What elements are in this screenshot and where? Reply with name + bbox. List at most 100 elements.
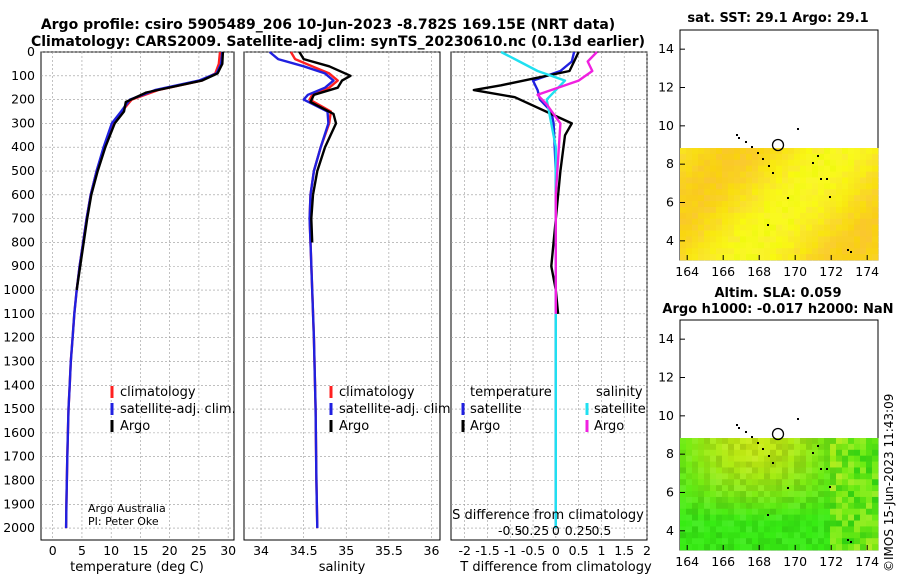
map-field-cell	[860, 177, 867, 184]
map-field-cell	[794, 526, 801, 533]
map-field-cell	[866, 171, 873, 178]
depth-tick-label: 1600	[3, 425, 35, 440]
map-field-cell	[716, 514, 723, 521]
map-field-cell	[818, 224, 825, 231]
map-field-cell	[740, 218, 747, 226]
map-field-cell	[686, 467, 693, 474]
map-field-cell	[824, 218, 831, 226]
map-field-cell	[758, 236, 765, 243]
map-field-cell	[680, 479, 687, 486]
map-field-cell	[842, 248, 849, 255]
map-field-cell	[842, 538, 849, 545]
map-field-cell	[860, 485, 867, 492]
map-field-cell	[824, 544, 831, 551]
map-field-cell	[812, 248, 819, 255]
map-field-cell	[776, 148, 783, 155]
map-field-cell	[728, 236, 735, 243]
map-field-cell	[722, 148, 729, 155]
map-field-cell	[692, 218, 699, 226]
map-field-cell	[818, 236, 825, 243]
map-field-cell	[716, 526, 723, 533]
map-field-cell	[782, 218, 789, 226]
map-field-cell	[860, 502, 867, 510]
map-field-cell	[836, 153, 843, 161]
map-field-cell	[734, 473, 741, 480]
map-field-cell	[812, 254, 819, 261]
legend-clim-label: climatology	[120, 385, 196, 400]
map-field-cell	[722, 236, 729, 243]
map-field-cell	[710, 479, 717, 486]
map-field-cell	[848, 449, 855, 457]
map-field-cell	[680, 526, 687, 533]
map-field-cell	[824, 230, 831, 237]
map-field-cell	[686, 218, 693, 226]
map-field-cell	[734, 177, 741, 184]
depth-tick-label: 1400	[3, 377, 35, 392]
map-field-cell	[860, 438, 867, 445]
map-field-cell	[854, 443, 861, 451]
map-field-cell	[752, 236, 759, 243]
map-field-cell	[800, 520, 807, 527]
map-field-cell	[782, 230, 789, 237]
map-field-cell	[794, 538, 801, 545]
map-field-cell	[728, 473, 735, 480]
map-field-cell	[752, 183, 759, 190]
map-field-cell	[746, 171, 753, 178]
map-field-cell	[764, 159, 771, 167]
map-field-cell	[794, 236, 801, 243]
map-field-cell	[806, 496, 813, 504]
map-field-cell	[860, 254, 867, 261]
map-field-cell	[734, 230, 741, 237]
sst-argo-location-marker	[771, 138, 785, 152]
map-field-cell	[740, 153, 747, 161]
map-field-cell	[770, 236, 777, 243]
map-field-cell	[824, 514, 831, 521]
map-field-cell	[824, 496, 831, 504]
map-field-cell	[686, 248, 693, 255]
map-field-cell	[752, 491, 759, 498]
map-field-cell	[854, 455, 861, 462]
map-field-cell	[800, 195, 807, 202]
map-field-cell	[788, 449, 795, 457]
map-field-cell	[800, 502, 807, 510]
map-field-cell	[782, 171, 789, 178]
map-field-cell	[716, 485, 723, 492]
map-field-cell	[746, 538, 753, 545]
map-field-cell	[788, 171, 795, 178]
map-field-cell	[788, 520, 795, 527]
map-field-cell	[734, 218, 741, 226]
map-field-cell	[848, 485, 855, 492]
map-field-cell	[854, 195, 861, 202]
map-field-cell	[830, 443, 837, 451]
map-field-cell	[782, 496, 789, 504]
map-field-cell	[740, 485, 747, 492]
map-field-cell	[800, 242, 807, 249]
map-field-cell	[758, 491, 765, 498]
map-field-cell	[848, 443, 855, 451]
map-field-cell	[710, 508, 717, 516]
map-field-cell	[686, 183, 693, 190]
map-field-cell	[848, 502, 855, 510]
map-field-cell	[758, 538, 765, 545]
map-field-cell	[848, 230, 855, 237]
map-field-cell	[836, 449, 843, 457]
map-field-cell	[722, 479, 729, 486]
map-field-cell	[842, 195, 849, 202]
depth-tick-label: 500	[11, 163, 35, 178]
map-field-cell	[716, 538, 723, 545]
map-field-cell	[872, 236, 879, 243]
map-field-cell	[716, 479, 723, 486]
coastline-fragment	[826, 178, 828, 180]
map-field-cell	[860, 520, 867, 527]
map-field-cell	[866, 165, 873, 172]
map-field-cell	[740, 165, 747, 172]
s-difference-label: S difference from climatology	[452, 508, 644, 523]
map-field-cell	[806, 514, 813, 521]
map-field-cell	[866, 508, 873, 516]
map-field-cell	[722, 183, 729, 190]
map-field-cell	[722, 455, 729, 462]
diff-legend-tsat-label: satellite	[470, 402, 522, 417]
map-field-cell	[812, 230, 819, 237]
map-field-cell	[686, 538, 693, 545]
map-field-cell	[860, 467, 867, 474]
